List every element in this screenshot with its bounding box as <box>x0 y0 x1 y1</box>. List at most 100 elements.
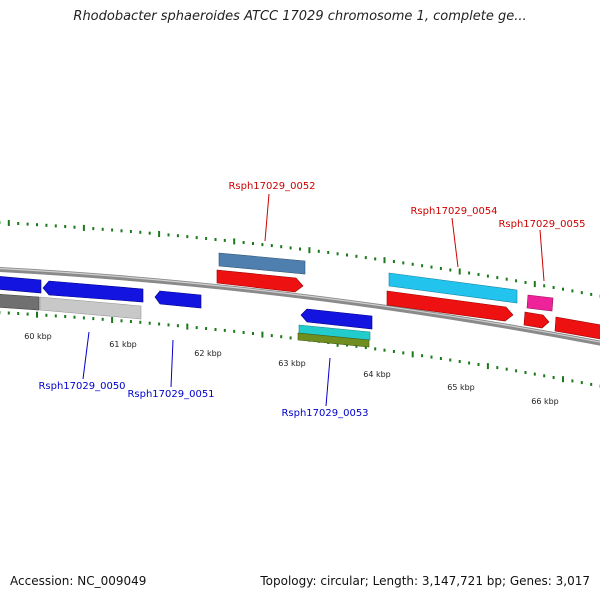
gene-feature-0050[interactable] <box>42 280 144 303</box>
gene-feature-0054[interactable] <box>386 290 514 322</box>
leader-line-0050 <box>82 331 90 380</box>
reverse-tick <box>355 344 358 348</box>
forward-tick <box>402 261 405 265</box>
reverse-tick <box>580 381 583 385</box>
forward-tick <box>223 238 226 242</box>
reverse-tick <box>252 332 254 335</box>
gene-label-0055[interactable]: Rsph17029_0055 <box>498 219 585 230</box>
gene-feature-0050-lower[interactable] <box>39 296 142 320</box>
kbp-label: 66 kbp <box>531 397 559 406</box>
kbp-label: 64 kbp <box>363 370 391 379</box>
page-title: Rhodobacter sphaeroides ATCC 17029 chrom… <box>73 9 527 24</box>
reverse-tick <box>280 335 283 339</box>
forward-tick <box>355 254 358 258</box>
forward-tick <box>158 231 161 237</box>
reverse-tick <box>552 376 555 379</box>
forward-tick <box>54 224 57 228</box>
forward-tick <box>308 247 311 254</box>
reverse-tick <box>101 317 104 321</box>
forward-tick <box>167 233 170 237</box>
forward-tick <box>7 220 10 226</box>
reverse-tick <box>421 354 424 358</box>
forward-tick <box>477 273 480 276</box>
forward-tick <box>270 244 273 248</box>
reverse-tick <box>26 312 29 316</box>
reverse-tick <box>195 326 198 330</box>
gene-feature-0053-lower[interactable] <box>298 324 371 341</box>
reverse-tick <box>270 334 273 338</box>
forward-tick <box>562 287 564 291</box>
forward-tick <box>327 251 330 254</box>
gene-feature-0053[interactable] <box>300 308 373 330</box>
forward-tick <box>233 238 236 245</box>
chromosome-backbone <box>0 267 600 346</box>
forward-tick <box>364 256 367 260</box>
reverse-tick <box>449 358 452 362</box>
gene-feature-0056[interactable] <box>554 316 600 341</box>
gene-feature-0052[interactable] <box>216 269 304 293</box>
forward-tick <box>439 267 442 270</box>
gene-label-0050[interactable]: Rsph17029_0050 <box>38 381 125 392</box>
forward-tick <box>205 237 208 240</box>
forward-tick <box>214 238 217 241</box>
reverse-tick <box>205 327 208 330</box>
reverse-tick <box>158 322 161 326</box>
reverse-tick <box>590 382 593 386</box>
gene-feature-0054-upper[interactable] <box>388 272 518 304</box>
gene-label-0053[interactable]: Rsph17029_0053 <box>281 408 368 419</box>
forward-tick <box>252 242 254 245</box>
gene-feature-0053-olive[interactable] <box>297 332 370 348</box>
reverse-tick-marks <box>0 311 600 388</box>
reverse-tick <box>411 351 414 358</box>
gene-feature-0049-lower[interactable] <box>0 294 40 311</box>
forward-tick <box>36 223 38 227</box>
reverse-tick <box>139 320 142 324</box>
gene-label-0051[interactable]: Rsph17029_0051 <box>127 389 214 400</box>
forward-tick <box>111 228 114 232</box>
forward-tick <box>289 246 292 250</box>
forward-tick <box>346 253 348 257</box>
kbp-label: 62 kbp <box>194 349 222 358</box>
reverse-tick <box>439 357 442 360</box>
reverse-tick <box>383 348 386 352</box>
forward-tick <box>496 276 499 280</box>
forward-tick <box>26 222 29 226</box>
forward-tick <box>543 284 546 288</box>
reverse-tick <box>64 315 67 318</box>
kbp-label: 63 kbp <box>278 359 306 368</box>
forward-tick <box>580 291 583 295</box>
forward-tick <box>317 249 320 253</box>
gene-feature-0049[interactable] <box>0 276 42 294</box>
forward-tick <box>383 257 386 264</box>
reverse-tick <box>524 371 527 374</box>
gene-feature-0051[interactable] <box>154 290 202 309</box>
reverse-tick <box>496 366 499 370</box>
gene-feature-0055[interactable] <box>523 311 550 329</box>
reverse-tick <box>430 355 433 359</box>
leader-line-0054 <box>451 217 459 268</box>
reverse-tick <box>402 351 405 355</box>
forward-tick <box>458 268 461 275</box>
leader-line-0053 <box>325 357 331 407</box>
leader-line-0051 <box>170 339 174 388</box>
forward-tick <box>186 235 189 239</box>
reverse-tick <box>82 316 85 320</box>
gene-feature-0052-upper[interactable] <box>218 252 306 275</box>
forward-tick <box>486 274 489 278</box>
forward-tick <box>176 234 179 238</box>
reverse-tick <box>486 363 489 370</box>
forward-tick <box>533 281 536 288</box>
forward-tick <box>73 225 76 229</box>
forward-tick <box>299 247 301 251</box>
gene-label-0052[interactable]: Rsph17029_0052 <box>228 181 315 192</box>
reverse-tick <box>54 314 57 318</box>
reverse-tick <box>242 331 245 334</box>
kbp-label: 65 kbp <box>447 383 475 392</box>
gene-feature-0055-upper[interactable] <box>526 294 554 312</box>
forward-tick <box>129 230 132 233</box>
gene-label-0054[interactable]: Rsph17029_0054 <box>410 206 497 217</box>
forward-tick <box>148 231 151 235</box>
reverse-tick <box>148 321 151 325</box>
forward-tick <box>430 265 433 269</box>
